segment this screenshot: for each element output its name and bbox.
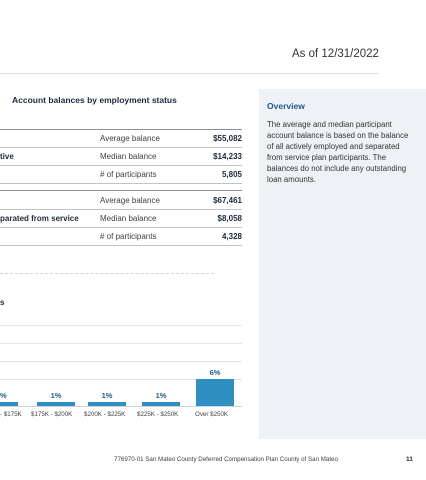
overview-title: Overview [267,101,305,111]
gridline [0,379,242,380]
group-label-active: tive [0,152,14,161]
bar-data-label: 1% [101,390,113,400]
active-balances-table: Average balance $55,082 tive Median bala… [0,129,242,184]
gridline [0,361,242,362]
table-divider [0,190,242,191]
category-label: Over $250K [195,411,229,418]
metric-label: Average balance [100,196,160,205]
header-divider [0,73,378,74]
table-divider [0,245,242,246]
chart-title: s [0,298,5,307]
table-divider [0,147,242,148]
chart-bar [0,401,18,406]
gridline [0,325,242,326]
chart-bar [196,379,234,406]
separated-balances-table: Average balance $67,461 parated from ser… [0,190,242,246]
metric-label: # of participants [100,170,157,179]
bar-data-label: 1% [50,390,62,400]
as-of-date: As of 12/31/2022 [292,48,379,60]
chart-bar [142,401,180,406]
gridline [0,343,242,344]
bar-data-label: 6% [209,368,221,377]
overview-text: The average and median participant accou… [267,120,409,184]
footer-text: 776970-01 San Mateo County Deferred Comp… [114,456,338,463]
group-label-separated: parated from service [0,214,79,223]
balances-title: Account balances by employment status [12,95,177,105]
metric-value: $14,233 [213,152,242,161]
metric-label: Average balance [100,134,160,143]
metric-value: $67,461 [213,196,242,205]
metric-label: # of participants [100,232,157,241]
metric-value: $8,058 [217,214,242,223]
table-divider [0,165,242,166]
category-label: $225K - $250K [137,411,179,418]
metric-value: 5,805 [221,170,242,179]
metric-label: Median balance [100,152,157,161]
bar-data-label: % [0,390,7,400]
chart-baseline [0,406,242,407]
category-label: - $175K [0,411,22,418]
category-label: $175K - $200K [31,411,73,418]
table-divider [0,227,242,228]
table-divider [0,209,242,210]
table-divider [0,129,242,130]
section-separator [0,273,214,274]
table-divider [0,183,242,184]
page-number: 11 [406,456,413,463]
metric-label: Median balance [100,214,157,223]
category-label: $200K - $225K [84,411,126,418]
overview-panel: Overview The average and median particip… [259,89,426,439]
metric-value: 4,328 [221,232,242,241]
chart-bar [37,401,75,406]
metric-value: $55,082 [213,134,242,143]
chart-bar [88,401,126,406]
bar-data-label: 1% [155,390,167,400]
